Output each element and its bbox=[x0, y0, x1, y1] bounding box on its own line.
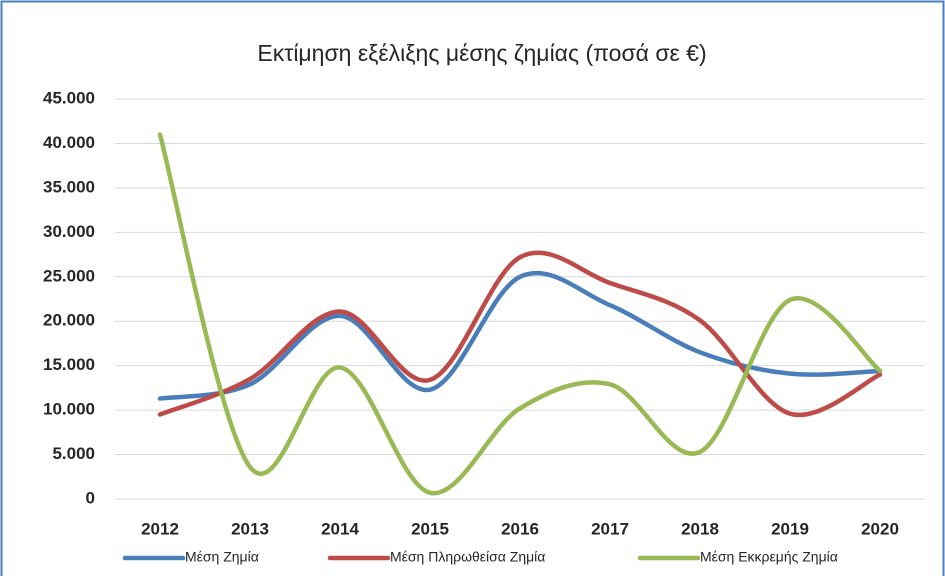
x-tick-label: 2019 bbox=[771, 519, 809, 538]
y-tick-label: 20.000 bbox=[43, 311, 95, 330]
y-tick-label: 35.000 bbox=[43, 177, 95, 196]
y-tick-label: 45.000 bbox=[43, 88, 95, 107]
y-tick-label: 25.000 bbox=[43, 266, 95, 285]
x-tick-label: 2014 bbox=[321, 519, 359, 538]
legend-label: Μέση Πληρωθείσα Ζημία bbox=[390, 549, 545, 565]
y-tick-label: 10.000 bbox=[43, 400, 95, 419]
y-tick-label: 5.000 bbox=[52, 444, 95, 463]
chart-title: Εκτίμηση εξέλιξης μέσης ζημίας (ποσά σε … bbox=[257, 40, 706, 66]
x-tick-label: 2016 bbox=[501, 519, 539, 538]
legend-label: Μέση Εκκρεμής Ζημία bbox=[700, 549, 838, 565]
series-line bbox=[157, 132, 883, 496]
series-line bbox=[157, 250, 883, 418]
x-tick-label: 2017 bbox=[591, 519, 629, 538]
y-tick-label: 15.000 bbox=[43, 355, 95, 374]
x-tick-label: 2018 bbox=[681, 519, 719, 538]
x-tick-label: 2020 bbox=[861, 519, 899, 538]
x-tick-label: 2013 bbox=[231, 519, 269, 538]
x-tick-label: 2012 bbox=[141, 519, 179, 538]
y-tick-label: 30.000 bbox=[43, 222, 95, 241]
y-tick-label: 40.000 bbox=[43, 133, 95, 152]
x-tick-label: 2015 bbox=[411, 519, 449, 538]
legend-label: Μέση Ζημία bbox=[185, 549, 259, 565]
y-tick-label: 0 bbox=[86, 488, 95, 507]
